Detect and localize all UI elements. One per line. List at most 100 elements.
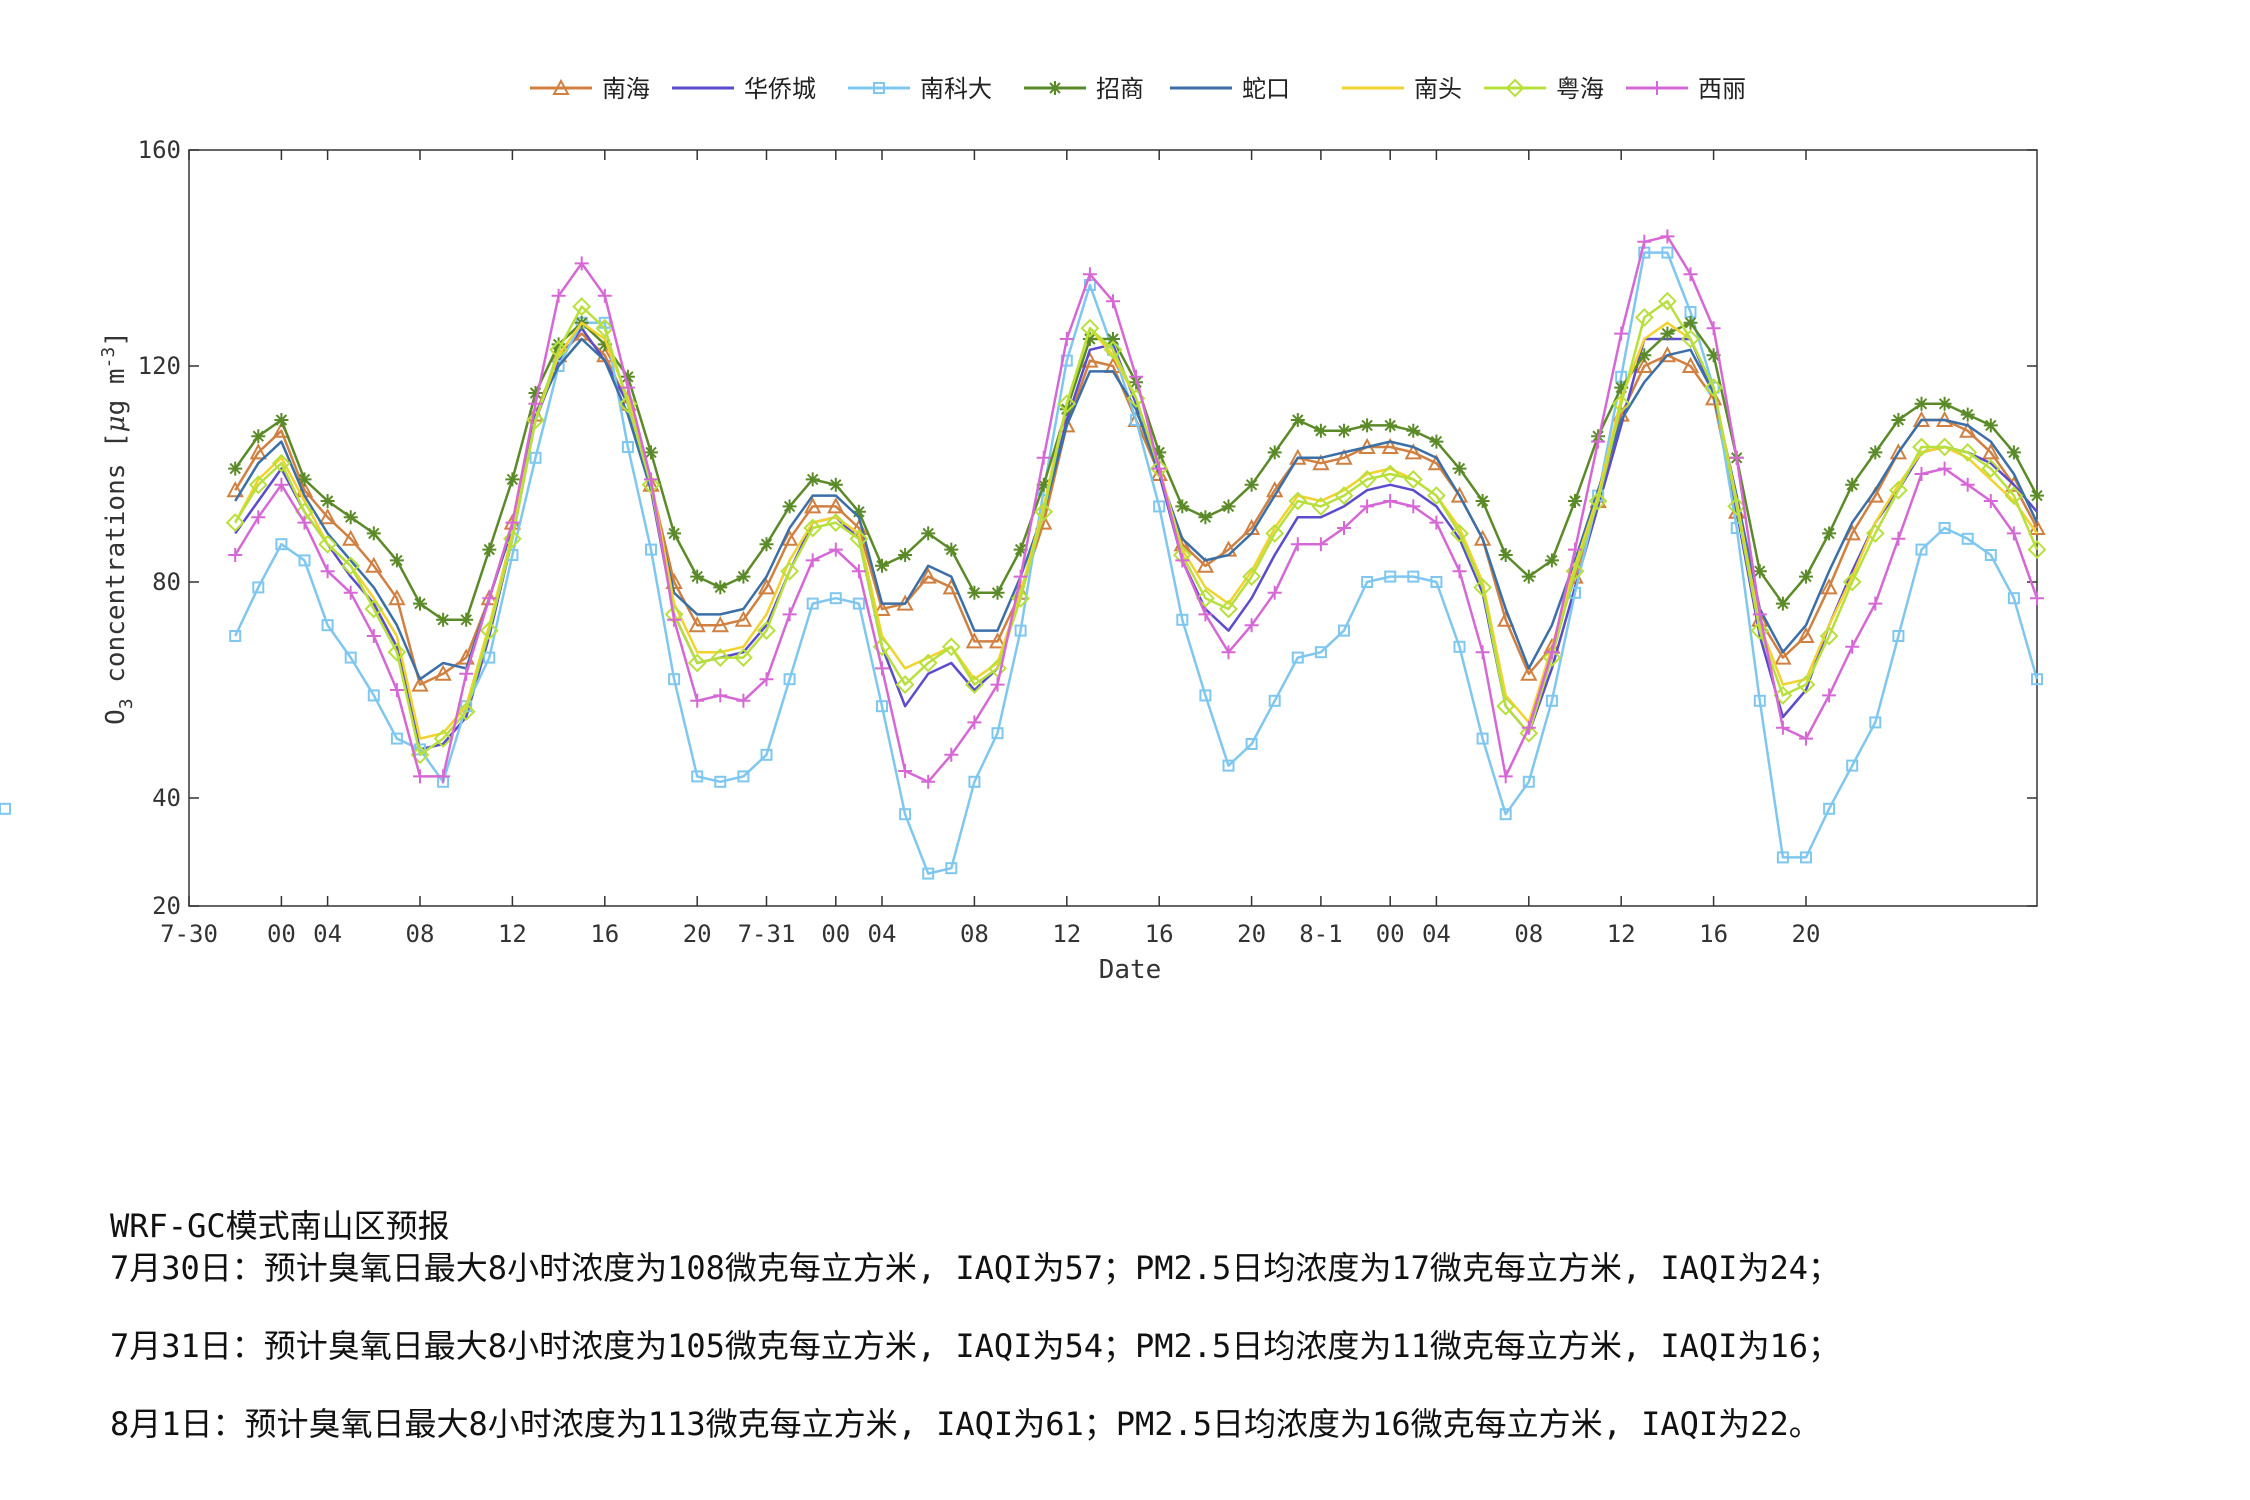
data-point — [388, 589, 406, 606]
data-point — [1704, 389, 1723, 406]
data-point — [1984, 549, 1997, 561]
data-point — [1265, 523, 1285, 543]
data-point — [713, 688, 728, 703]
data-point — [734, 610, 753, 627]
data-point — [941, 637, 961, 657]
data-point — [436, 612, 451, 627]
data-point — [1637, 348, 1652, 363]
data-point — [1360, 418, 1375, 433]
data-point — [759, 537, 774, 552]
data-point — [1891, 413, 1906, 427]
legend-label: 招商 — [1096, 75, 1144, 103]
legend-label: 华侨城 — [744, 75, 816, 103]
data-point — [1660, 229, 1675, 244]
data-point — [1774, 648, 1792, 665]
data-point — [528, 396, 543, 411]
data-point — [1983, 418, 1998, 433]
data-point — [1775, 720, 1790, 735]
data-point — [737, 770, 750, 783]
data-point — [2030, 488, 2044, 503]
data-point — [1681, 329, 1700, 349]
data-point — [1337, 521, 1351, 535]
data-point — [1937, 396, 1952, 411]
data-point — [1048, 81, 1062, 95]
legend-item: 南海 — [530, 75, 650, 103]
data-point — [691, 770, 704, 783]
data-point — [1776, 851, 1789, 864]
y-tick-label: 80 — [152, 568, 181, 596]
data-point — [828, 542, 843, 557]
data-point — [1034, 502, 1054, 522]
data-point — [783, 673, 796, 686]
data-point — [965, 632, 984, 649]
data-point — [2004, 486, 2024, 506]
data-point — [2005, 475, 2023, 492]
data-point — [1706, 321, 1721, 336]
data-point — [595, 318, 615, 338]
forecast-heading: WRF-GC模式南山区预报 — [110, 1207, 450, 1245]
data-point — [1082, 332, 1097, 346]
o3-line-chart: 南海 华侨城 南科大 招商 蛇口 南头 粤海 西丽 20 40 80 120 160 7-30 00 04… — [0, 0, 2047, 985]
data-point — [1568, 542, 1582, 557]
data-point — [1152, 461, 1167, 476]
data-point — [1221, 645, 1236, 660]
data-point — [641, 475, 661, 495]
data-point — [1175, 499, 1190, 514]
data-point — [759, 672, 774, 687]
data-point — [1452, 461, 1467, 476]
x-axis: 7-30 00 04 08 12 16 20 7-31 00 04 08 12 16 20 8-1 00 04 0… — [160, 150, 1820, 948]
data-point — [967, 585, 982, 600]
data-point — [898, 548, 913, 562]
data-point — [1129, 369, 1144, 384]
data-point — [1505, 78, 1525, 98]
data-point — [944, 747, 959, 762]
data-point — [297, 472, 312, 487]
data-point — [1729, 450, 1744, 465]
data-point — [804, 497, 822, 514]
data-point — [645, 543, 657, 556]
data-point — [320, 564, 335, 579]
data-point — [1335, 448, 1353, 465]
data-point — [597, 337, 612, 352]
data-point — [343, 585, 358, 600]
x-tick-label: 20 — [1792, 920, 1821, 948]
data-point — [1800, 851, 1812, 864]
data-point — [668, 673, 681, 686]
data-point — [1938, 522, 1951, 534]
data-point — [1611, 394, 1631, 414]
data-point — [482, 591, 497, 606]
data-point — [389, 683, 404, 697]
data-point — [365, 556, 383, 573]
data-point — [898, 764, 913, 778]
data-point — [803, 518, 823, 538]
data-point — [479, 621, 499, 641]
data-point — [780, 561, 800, 581]
data-point — [1036, 450, 1051, 465]
data-point — [806, 597, 819, 610]
data-point — [1313, 423, 1328, 438]
data-point — [1450, 523, 1469, 543]
data-point — [1153, 500, 1166, 513]
data-point — [1568, 494, 1582, 508]
data-point — [1384, 570, 1397, 583]
y-tick-label: 120 — [138, 352, 181, 380]
data-point — [1498, 548, 1513, 562]
data-point — [1404, 443, 1422, 460]
data-point — [225, 513, 245, 533]
data-point — [572, 297, 592, 317]
data-point — [1915, 543, 1928, 556]
data-point — [552, 78, 570, 95]
forecast-line-jul30: 7月30日：预计臭氧日最大8小时浓度为108微克每立方米, IAQI为57；PM… — [110, 1249, 1840, 1287]
data-point — [1430, 576, 1443, 588]
x-tick-label: 12 — [1607, 920, 1636, 948]
data-point — [1496, 696, 1516, 716]
data-point — [1634, 307, 1654, 327]
data-point — [1914, 396, 1929, 411]
legend-label: 蛇口 — [1242, 75, 1290, 103]
data-point — [1313, 537, 1328, 552]
data-point — [944, 542, 959, 557]
x-tick-label: 16 — [1145, 920, 1174, 948]
legend-item: 南头 — [1342, 75, 1462, 103]
data-point — [389, 553, 404, 568]
data-point — [1981, 459, 2001, 479]
